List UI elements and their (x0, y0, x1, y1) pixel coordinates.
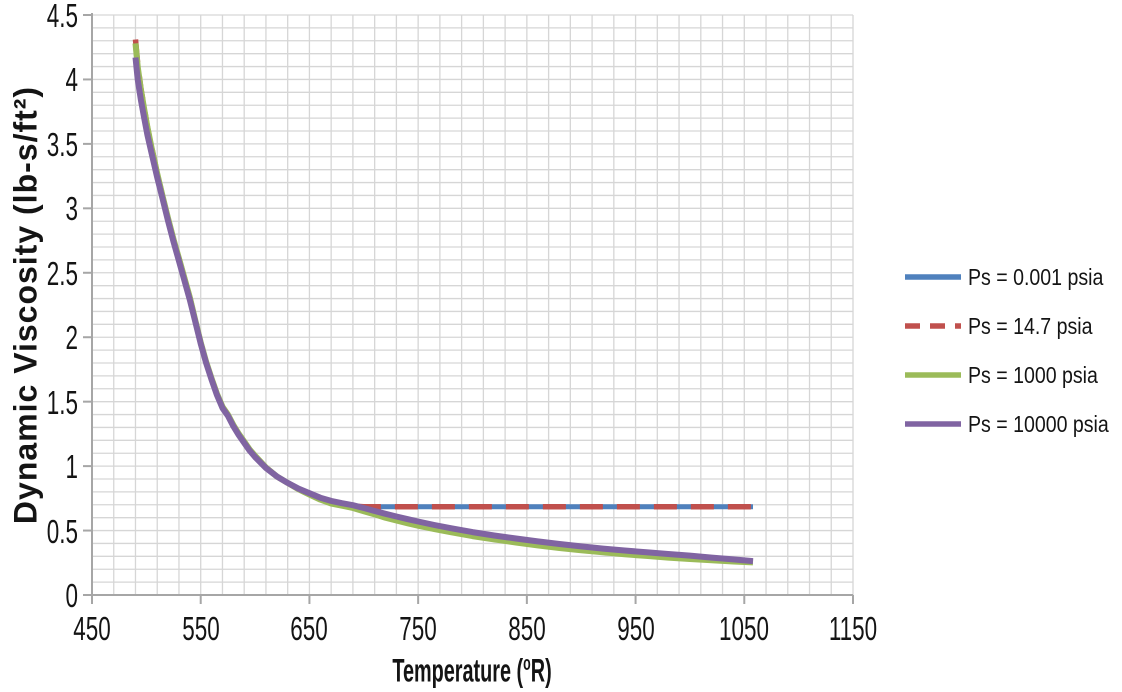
y-tick-label: 3 (65, 190, 78, 228)
x-tick-label: 1150 (828, 610, 878, 647)
y-tick-label: 3.5 (46, 125, 78, 163)
y-tick-label: 0.5 (46, 512, 78, 550)
legend-line-solid-purple-icon (905, 421, 961, 427)
legend-label: Ps = 0.001 psia (968, 263, 1104, 290)
y-tick-label: 2.5 (46, 254, 78, 292)
x-tick-label: 950 (616, 610, 655, 647)
legend-item-ps-1000: Ps = 1000 psia (903, 358, 1121, 392)
x-tick-label: 450 (73, 610, 111, 647)
legend-label: Ps = 14.7 psia (968, 312, 1093, 339)
x-axis-title-superscript: o (523, 652, 531, 675)
x-axis-title: Temperature (oR) (392, 653, 551, 690)
y-tick-label: 1 (65, 448, 78, 486)
legend-label: Ps = 10000 psia (968, 410, 1109, 437)
y-tick-label: 1.5 (46, 383, 78, 421)
series-line-3-ps-10000-psia (132, 57, 754, 565)
legend-label: Ps = 1000 psia (968, 361, 1098, 388)
legend-line-solid-green-icon (905, 372, 961, 378)
series-line-2-ps-1000-psia (132, 43, 754, 566)
legend-item-ps-0001: Ps = 0.001 psia (903, 260, 1122, 294)
x-axis-title-text: R) (530, 652, 552, 689)
y-tick-label: 4.5 (46, 0, 78, 34)
x-tick-label: 1050 (719, 610, 770, 647)
legend-line-solid-blue-icon (905, 274, 961, 280)
x-tick-label: 850 (508, 610, 546, 647)
legend-item-ps-147: Ps = 14.7 psia (903, 309, 1114, 343)
legend-line-dashed-red-icon (905, 323, 961, 329)
x-tick-label: 550 (181, 610, 220, 647)
y-tick-label: 4 (65, 61, 78, 99)
x-tick-label: 750 (399, 610, 437, 647)
x-axis-title-text: Temperature ( (392, 652, 524, 689)
x-tick-label: 650 (290, 610, 329, 647)
series-line-0-ps-0.001-psia (133, 45, 753, 510)
legend-item-ps-10000: Ps = 10000 psia (903, 407, 1122, 441)
y-tick-label: 0 (65, 577, 78, 614)
y-tick-label: 2 (65, 319, 78, 357)
